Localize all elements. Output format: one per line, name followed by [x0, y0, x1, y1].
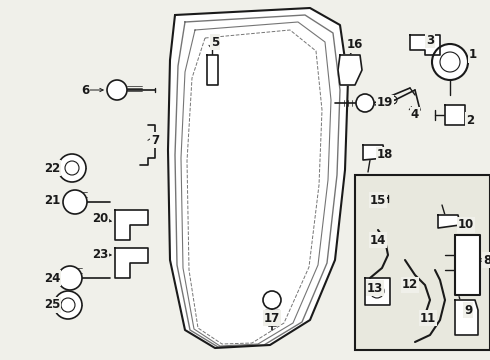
Polygon shape	[115, 210, 148, 240]
Text: 2: 2	[466, 113, 474, 126]
Circle shape	[107, 80, 127, 100]
Polygon shape	[455, 235, 480, 295]
Text: 4: 4	[411, 108, 419, 122]
Polygon shape	[410, 35, 440, 55]
Text: 20: 20	[92, 211, 108, 225]
Text: 3: 3	[426, 33, 434, 46]
Circle shape	[432, 44, 468, 80]
Text: 21: 21	[44, 194, 60, 207]
Text: 6: 6	[81, 84, 89, 96]
Text: 17: 17	[264, 311, 280, 324]
Polygon shape	[168, 8, 348, 348]
Text: 16: 16	[347, 39, 363, 51]
Text: 19: 19	[377, 96, 393, 109]
Polygon shape	[365, 278, 390, 305]
Text: 7: 7	[151, 134, 159, 147]
Polygon shape	[363, 145, 385, 160]
Text: 12: 12	[402, 279, 418, 292]
Text: 8: 8	[483, 253, 490, 266]
Polygon shape	[455, 300, 478, 335]
Text: 13: 13	[367, 282, 383, 294]
Circle shape	[54, 291, 82, 319]
Circle shape	[63, 190, 87, 214]
Text: 15: 15	[370, 194, 386, 207]
Text: 14: 14	[370, 234, 386, 247]
Circle shape	[263, 291, 281, 309]
Text: 23: 23	[92, 248, 108, 261]
Bar	[355, 175, 490, 350]
Text: 9: 9	[464, 303, 472, 316]
Text: 5: 5	[211, 36, 219, 49]
Text: 25: 25	[44, 298, 60, 311]
Text: 10: 10	[458, 219, 474, 231]
Circle shape	[58, 154, 86, 182]
Polygon shape	[438, 215, 460, 228]
Polygon shape	[338, 55, 362, 85]
Text: 24: 24	[44, 271, 60, 284]
Text: 22: 22	[44, 162, 60, 175]
Text: 18: 18	[377, 148, 393, 162]
Text: 11: 11	[420, 311, 436, 324]
Circle shape	[356, 94, 374, 112]
Polygon shape	[115, 248, 148, 278]
Polygon shape	[207, 55, 218, 85]
Polygon shape	[445, 105, 465, 125]
Text: 1: 1	[469, 49, 477, 62]
Circle shape	[58, 266, 82, 290]
